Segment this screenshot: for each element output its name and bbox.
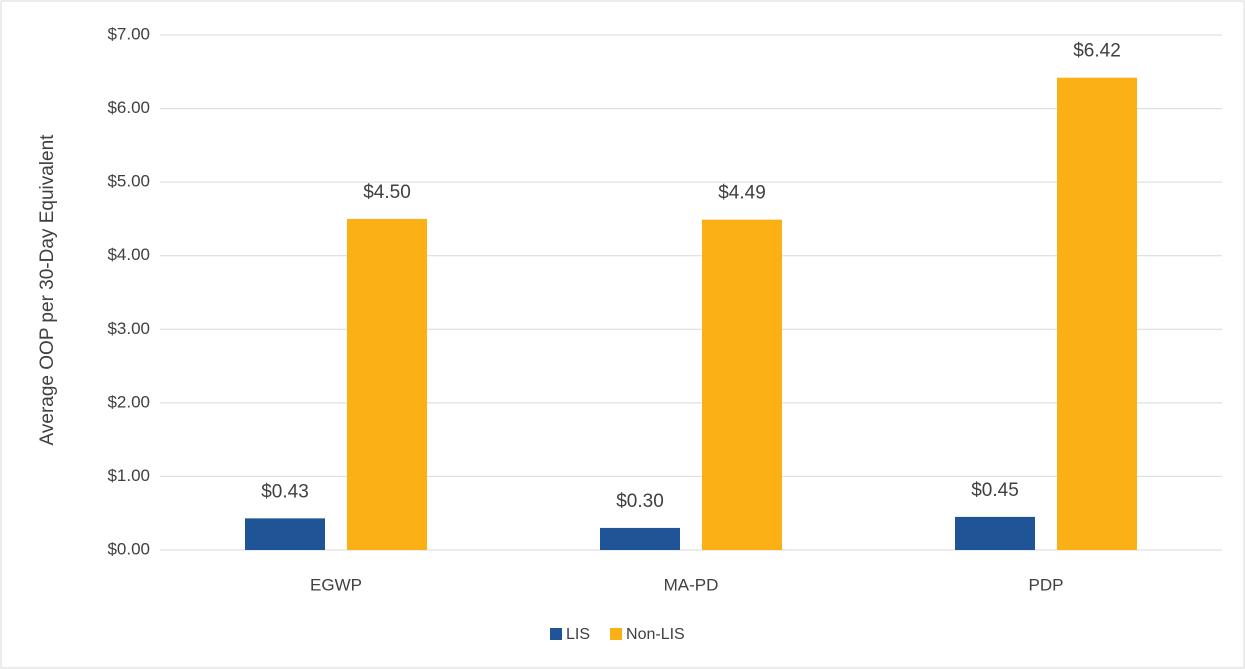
y-tick-label: $7.00: [107, 24, 150, 43]
bar: [955, 516, 1035, 550]
legend-label: LIS: [566, 626, 590, 643]
y-tick-label: $2.00: [107, 392, 150, 411]
bar: [600, 527, 680, 550]
x-tick-label: MA-PD: [664, 575, 719, 594]
y-tick-label: $4.00: [107, 245, 150, 264]
value-label: $6.42: [1073, 41, 1121, 62]
legend-swatch: [550, 628, 562, 640]
x-tick-label: EGWP: [310, 575, 362, 594]
bar: [347, 218, 427, 550]
bar: [1057, 77, 1137, 551]
legend-label: Non-LIS: [626, 626, 685, 643]
x-tick-label: PDP: [1029, 575, 1064, 594]
value-label: $0.43: [261, 481, 309, 502]
y-tick-label: $1.00: [107, 466, 150, 485]
legend-swatch: [610, 628, 623, 640]
value-label: $0.45: [971, 480, 1019, 501]
value-label: $0.30: [616, 491, 664, 512]
y-tick-label: $0.00: [107, 539, 150, 558]
y-tick-label: $3.00: [107, 319, 150, 338]
y-axis-label: Average OOP per 30-Day Equivalent: [37, 134, 58, 446]
bar: [245, 518, 325, 550]
value-label: $4.49: [718, 183, 766, 204]
y-tick-label: $6.00: [107, 98, 150, 117]
bar: [702, 219, 782, 550]
y-tick-label: $5.00: [107, 172, 150, 191]
value-label: $4.50: [363, 182, 411, 203]
